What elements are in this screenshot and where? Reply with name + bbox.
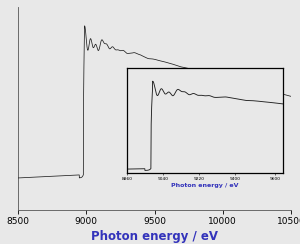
X-axis label: Photon energy / eV: Photon energy / eV	[91, 230, 218, 243]
